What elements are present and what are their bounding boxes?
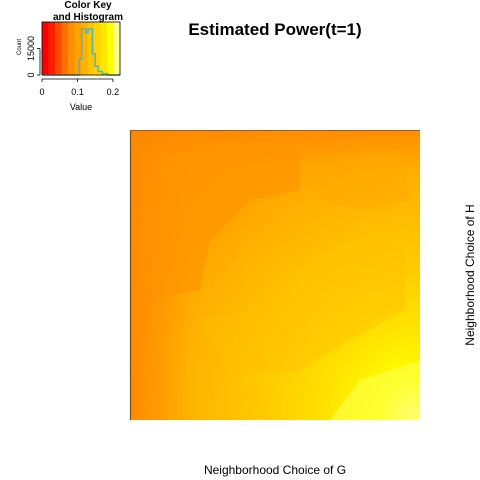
color-key-strips — [42, 22, 121, 75]
color-key-title-line-2: and Histogram — [52, 12, 123, 23]
color-key-strip — [87, 22, 95, 75]
color-key-strip — [55, 22, 62, 75]
color-key-strip — [100, 22, 108, 75]
color-key-frame — [41, 21, 121, 76]
color-key-strip — [74, 22, 82, 75]
color-key-x-tick-label: 0 — [39, 87, 44, 97]
color-key-strip — [94, 22, 101, 75]
color-key-x-tick-label: 0.1 — [71, 87, 84, 97]
color-key-y-tick-label: 15000 — [26, 36, 36, 61]
color-key-strip — [61, 22, 69, 75]
heatmap-patch — [200, 240, 405, 375]
chart-title: Estimated Power(t=1) — [188, 20, 362, 39]
color-key-strip — [107, 22, 114, 75]
color-key: 0 0.1 0.2 0 15000 — [26, 21, 121, 97]
color-key-strip — [42, 22, 49, 75]
color-key-x-tick-label: 0.2 — [107, 87, 120, 97]
color-key-strip — [48, 22, 56, 75]
heatmap — [129, 130, 420, 420]
color-key-axes: 0 0.1 0.2 0 15000 — [26, 36, 119, 97]
heatmap-patch — [140, 150, 300, 300]
x-axis-label: Neighborhood Choice of G — [203, 463, 347, 477]
color-key-histogram-line — [42, 28, 120, 76]
color-key-title-line-1: Color Key — [64, 0, 112, 11]
color-key-strip — [81, 22, 88, 75]
color-key-strip — [68, 22, 75, 75]
heatmap-patch — [300, 150, 410, 210]
color-key-title: Color Key and Histogram — [40, 0, 136, 24]
color-key-strip — [113, 22, 121, 75]
color-key-value-label: Value — [69, 102, 93, 112]
heatmap-patch — [330, 360, 420, 420]
color-key-y-tick-label: 0 — [26, 72, 36, 77]
